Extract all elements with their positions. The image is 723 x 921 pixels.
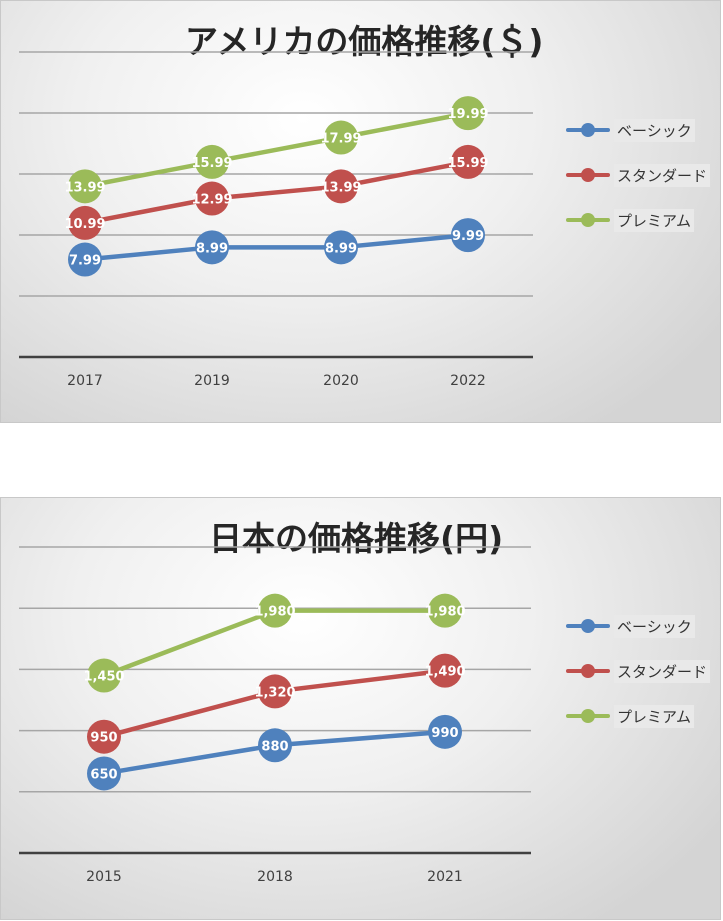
x-tick-label: 2018 (257, 869, 293, 885)
legend-label: ベーシック (614, 614, 695, 638)
data-point (428, 714, 462, 749)
data-label: 950 (90, 731, 117, 746)
series-line-0 (84, 232, 469, 262)
legend-item-premium: プレミアム (566, 704, 694, 728)
data-point (68, 169, 102, 204)
data-point (87, 658, 121, 693)
data-point (451, 96, 485, 131)
data-label: 12.99 (191, 193, 232, 208)
legend-marker-standard (566, 168, 610, 182)
legend-marker-premium (566, 213, 610, 227)
x-tick-label: 2020 (323, 373, 359, 389)
data-point (324, 120, 358, 155)
x-tick-label: 2022 (450, 373, 486, 389)
data-label: 9.99 (452, 229, 484, 244)
legend-label: プレミアム (614, 208, 694, 232)
chart-title: アメリカの価格推移(＄) (185, 22, 544, 61)
data-label: 7.99 (69, 254, 101, 269)
data-point (324, 230, 358, 265)
data-label: 650 (90, 767, 117, 782)
x-tick-label: 2017 (67, 373, 103, 389)
chart-title: 日本の価格推移(円) (209, 519, 504, 558)
data-label: 990 (431, 726, 458, 741)
data-label: 1,980 (254, 605, 295, 620)
data-point (87, 756, 121, 791)
plot-area: 2015 2018 2021 650 880 990 950 1,320 1,490 1,450 1… (19, 546, 531, 885)
data-point (258, 593, 292, 628)
data-label: 15.99 (191, 156, 232, 171)
data-point (195, 181, 229, 216)
data-label: 880 (261, 739, 288, 754)
jp-price-chart: 日本の価格推移(円) 2015 2018 2021 650 880 990 950 1,320… (0, 497, 721, 920)
series-line-1 (84, 159, 469, 226)
legend-item-basic: ベーシック (566, 118, 695, 142)
legend-label: プレミアム (614, 704, 694, 728)
x-tick-label: 2015 (86, 869, 122, 885)
legend-item-basic: ベーシック (566, 614, 695, 638)
data-label: 8.99 (196, 241, 228, 256)
data-point (451, 144, 485, 179)
data-point (87, 719, 121, 754)
legend-marker-basic (566, 123, 610, 137)
data-point (428, 593, 462, 628)
legend-item-standard: スタンダード (566, 163, 711, 187)
us-price-chart: アメリカの価格推移(＄) 2017 2019 2020 2022 7.99 8.99 8.9… (0, 0, 721, 423)
legend-marker-standard (566, 664, 610, 678)
series-line-2 (84, 110, 469, 189)
data-point (68, 242, 102, 277)
data-label: 15.99 (447, 156, 488, 171)
data-point (324, 169, 358, 204)
plot-area: 2017 2019 2020 2022 7.99 8.99 8.99 9.99 10.99 12.… (19, 51, 533, 389)
data-label: 13.99 (64, 180, 105, 195)
data-label: 19.99 (447, 107, 488, 122)
data-label: 17.99 (320, 132, 361, 147)
data-point (258, 674, 292, 709)
data-label: 1,980 (424, 605, 465, 620)
x-tick-label: 2021 (427, 869, 463, 885)
data-point (195, 230, 229, 265)
data-point (451, 218, 485, 253)
data-point (428, 653, 462, 688)
data-point (68, 205, 102, 240)
legend-label: スタンダード (614, 163, 711, 187)
data-label: 10.99 (64, 217, 105, 232)
legend-label: ベーシック (614, 118, 695, 142)
x-tick-label: 2019 (194, 373, 230, 389)
data-label: 13.99 (320, 180, 361, 195)
legend-item-standard: スタンダード (566, 659, 711, 683)
data-label: 8.99 (325, 241, 357, 256)
data-point (195, 144, 229, 179)
data-label: 1,450 (83, 670, 124, 685)
data-label: 1,490 (424, 665, 465, 680)
data-label: 1,320 (254, 685, 295, 700)
legend-item-premium: プレミアム (566, 208, 694, 232)
legend-label: スタンダード (614, 659, 711, 683)
legend-marker-basic (566, 619, 610, 633)
legend-marker-premium (566, 709, 610, 723)
data-point (258, 728, 292, 763)
